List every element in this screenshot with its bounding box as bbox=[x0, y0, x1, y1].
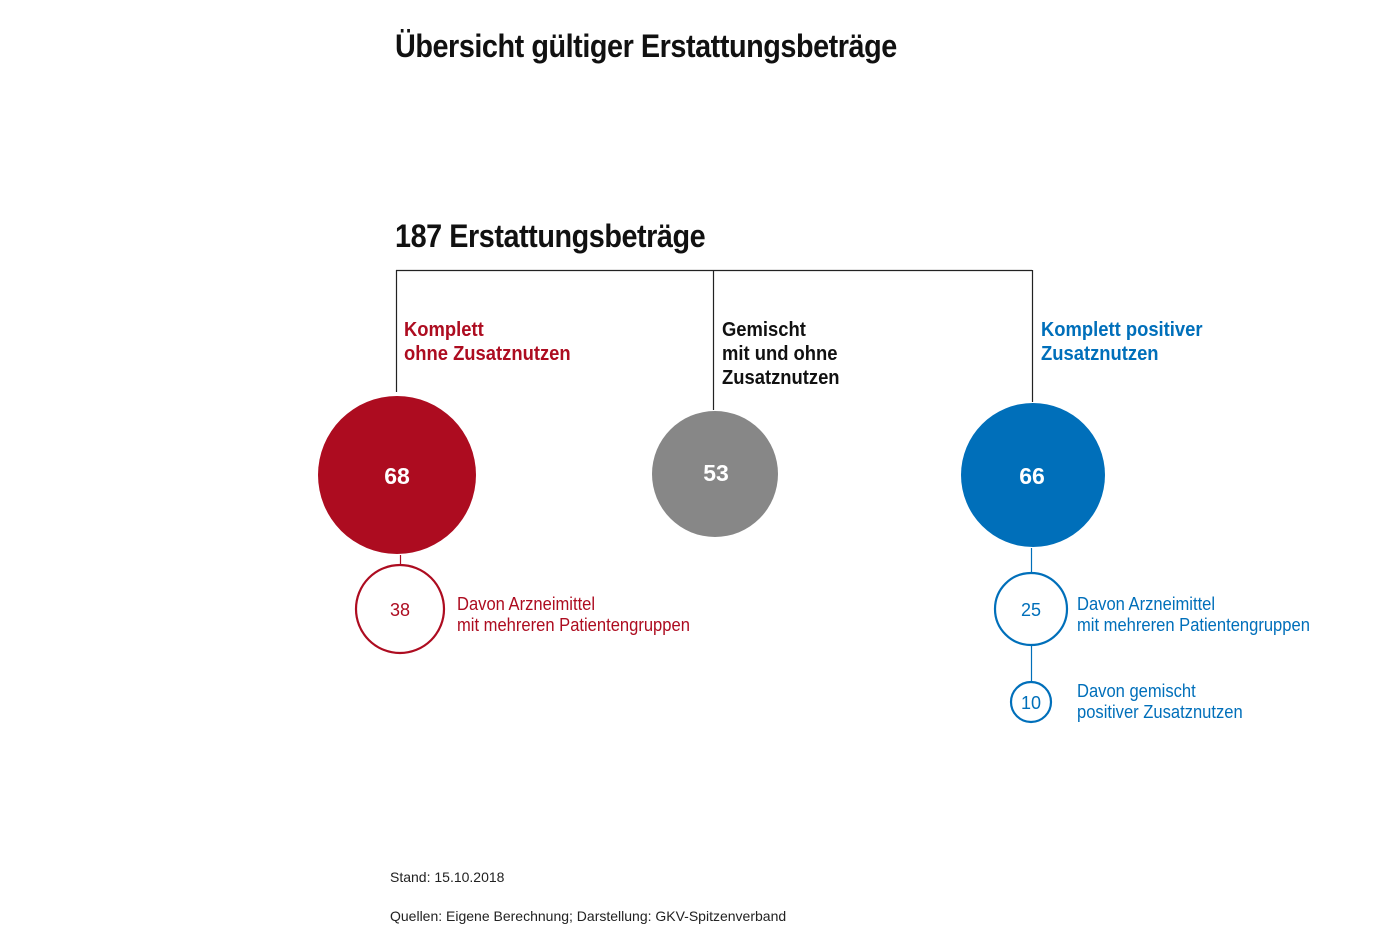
subnode-positiv-2: 10 bbox=[1009, 680, 1053, 724]
subnode-ohne-1: 38 bbox=[354, 563, 446, 655]
sub-label-positiv-2-line-2: positiver Zusatznutzen bbox=[1077, 702, 1243, 722]
circle-gemischt bbox=[652, 411, 778, 537]
category-label-gemischt-line-1: Gemischt bbox=[722, 319, 806, 341]
sub-label-positiv-1: Davon Arzneimittel mit mehreren Patiente… bbox=[1077, 594, 1310, 636]
subcircle-ohne-1 bbox=[354, 563, 446, 655]
sub-label-ohne-1-line-2: mit mehreren Patientengruppen bbox=[457, 615, 690, 635]
category-label-positiv-line-1: Komplett positiver bbox=[1041, 319, 1203, 341]
subvalue-positiv-2: 10 bbox=[1021, 693, 1041, 713]
circle-ohne bbox=[318, 396, 476, 554]
sub-label-positiv-2-line-1: Davon gemischt bbox=[1077, 681, 1196, 701]
category-label-positiv-line-2: Zusatznutzen bbox=[1041, 343, 1159, 365]
sub-label-ohne-1-line-1: Davon Arzneimittel bbox=[457, 594, 596, 614]
value-gemischt: 53 bbox=[703, 460, 729, 486]
subcircle-positiv-2 bbox=[1009, 680, 1053, 724]
sub-label-positiv-1-line-2: mit mehreren Patientengruppen bbox=[1077, 615, 1310, 635]
category-label-gemischt-line-2: mit und ohne bbox=[722, 343, 838, 365]
subcircle-positiv-1 bbox=[993, 571, 1069, 647]
category-label-positiv: Komplett positiver Zusatznutzen bbox=[1041, 318, 1203, 366]
diagram-title: Übersicht gültiger Erstattungsbeträge bbox=[395, 28, 897, 64]
category-label-ohne: Komplett ohne Zusatznutzen bbox=[404, 318, 571, 366]
node-positiv: 66 bbox=[961, 403, 1105, 547]
subnode-positiv-1: 25 bbox=[993, 571, 1069, 647]
sub-label-positiv-1-line-1: Davon Arzneimittel bbox=[1077, 594, 1216, 614]
node-ohne: 68 bbox=[318, 396, 476, 554]
sub-label-positiv-2: Davon gemischt positiver Zusatznutzen bbox=[1077, 681, 1243, 723]
node-gemischt: 53 bbox=[652, 411, 778, 537]
footer-quellen: Quellen: Eigene Berechnung; Darstellung:… bbox=[390, 908, 787, 924]
circle-positiv bbox=[961, 403, 1105, 547]
category-label-ohne-line-1: Komplett bbox=[404, 319, 484, 341]
total-label: 187 Erstattungsbeträge bbox=[395, 218, 706, 254]
sub-label-ohne-1: Davon Arzneimittel mit mehreren Patiente… bbox=[457, 594, 690, 636]
category-label-gemischt-line-3: Zusatznutzen bbox=[722, 367, 840, 389]
value-positiv: 66 bbox=[1019, 463, 1045, 489]
subvalue-positiv-1: 25 bbox=[1021, 600, 1041, 620]
subvalue-ohne-1: 38 bbox=[390, 600, 410, 620]
value-ohne: 68 bbox=[384, 463, 410, 489]
footer-stand: Stand: 15.10.2018 bbox=[390, 869, 505, 885]
connector-lines bbox=[395, 269, 1034, 410]
category-label-ohne-line-2: ohne Zusatznutzen bbox=[404, 343, 571, 365]
category-label-gemischt: Gemischt mit und ohne Zusatznutzen bbox=[722, 318, 840, 390]
